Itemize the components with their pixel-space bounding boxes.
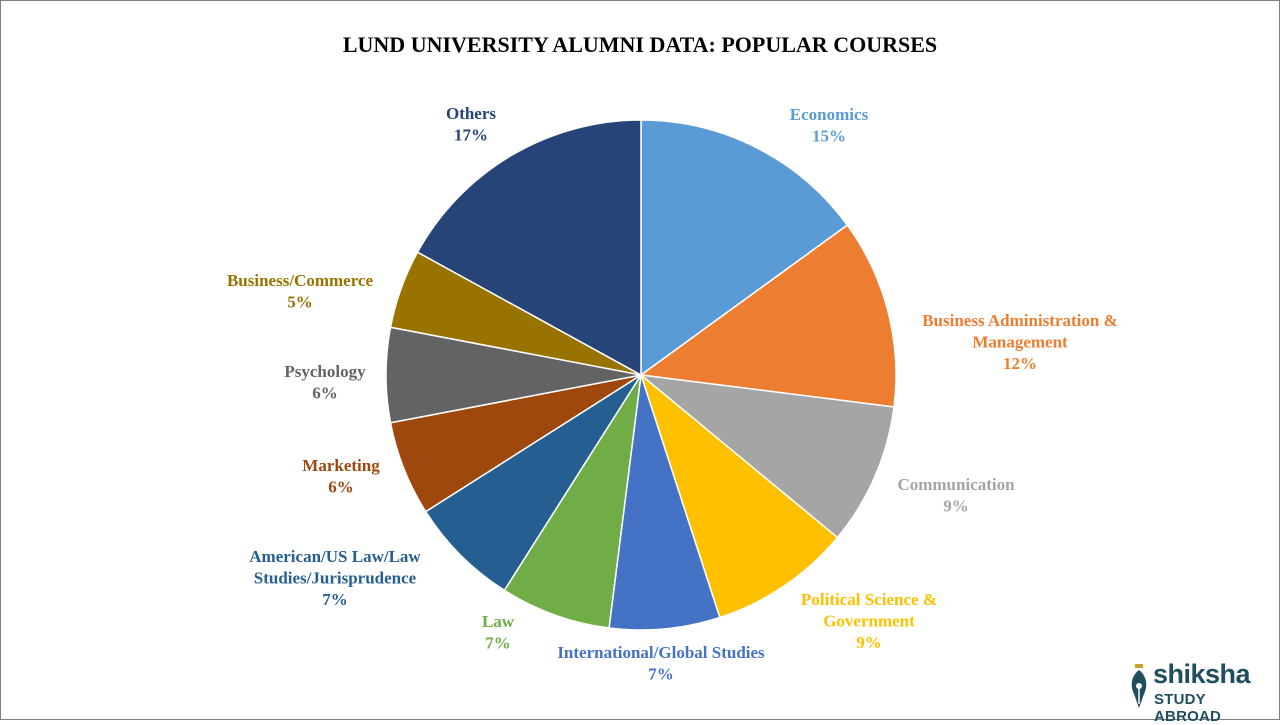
pie-slice xyxy=(639,224,897,408)
brand-name: shiksha xyxy=(1153,659,1251,689)
data-label-category: Marketing xyxy=(302,456,380,475)
pen-nib-icon xyxy=(1131,664,1147,708)
data-label-category: Law xyxy=(482,612,515,631)
data-label-value: 9% xyxy=(856,633,882,652)
data-label-value: 7% xyxy=(648,664,674,683)
chart-title: LUND UNIVERSITY ALUMNI DATA: POPULAR COU… xyxy=(342,32,938,57)
data-label-category: Others xyxy=(446,104,496,123)
pie-slice xyxy=(639,372,839,619)
pie-slice xyxy=(424,374,642,592)
pie-slice xyxy=(640,119,849,377)
data-label-value: 7% xyxy=(322,590,348,609)
data-label-value: 7% xyxy=(485,633,511,652)
data-label-category: Studies/Jurisprudence xyxy=(254,568,417,587)
data-label-value: 12% xyxy=(1003,354,1037,373)
data-label-category: Communication xyxy=(897,475,1015,494)
data-label-value: 6% xyxy=(312,383,338,402)
data-label-value: 9% xyxy=(943,496,969,515)
data-label-category: Business/Commerce xyxy=(227,271,374,290)
data-label-category: Economics xyxy=(790,105,869,124)
data-label-value: 6% xyxy=(328,477,354,496)
data-label-category: Political Science & xyxy=(801,590,937,609)
data-label-value: 5% xyxy=(287,292,313,311)
pie-slice xyxy=(638,373,895,539)
brand-logo: shiksha STUDY ABROAD xyxy=(1126,659,1262,725)
data-label-value: 15% xyxy=(812,126,846,145)
data-label-category: Psychology xyxy=(284,362,366,381)
data-label-value: 17% xyxy=(454,125,488,144)
data-label-category: Government xyxy=(823,611,915,630)
pie-slice xyxy=(503,374,642,629)
data-label-category: Business Administration & xyxy=(922,311,1118,330)
data-label-category: American/US Law/Law xyxy=(249,547,421,566)
pie-slice xyxy=(608,374,721,631)
data-label-category: International/Global Studies xyxy=(557,643,765,662)
data-label-category: Management xyxy=(972,332,1068,351)
pie-slice xyxy=(416,119,642,377)
